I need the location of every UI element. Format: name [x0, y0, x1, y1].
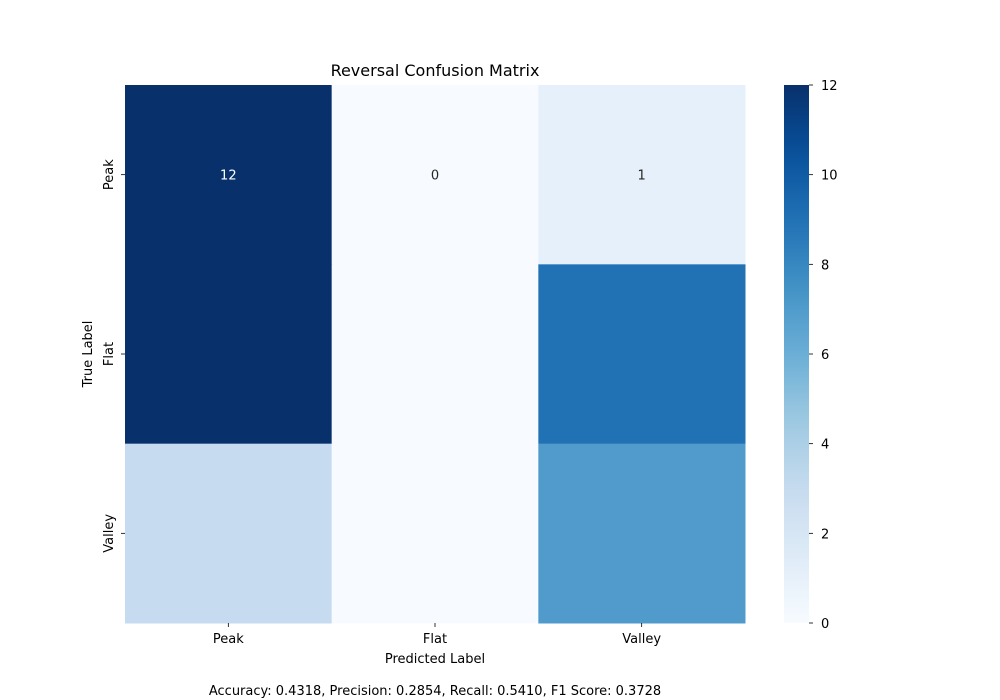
cell-annotations: 12 0 1	[220, 169, 646, 184]
x-axis-ticks: Peak Flat Valley	[213, 623, 661, 647]
heatmap-cell-2-1	[331, 443, 539, 624]
heatmap-cell-0-0	[125, 85, 333, 265]
heatmap-cell-0-2	[538, 85, 746, 265]
colorbar-ticks: 0 2 4 6 8 10 12	[809, 79, 838, 632]
x-tick-label-2: Valley	[622, 632, 661, 647]
colorbar-tick-label-2: 4	[821, 438, 829, 453]
y-axis-label: True Label	[81, 321, 96, 389]
x-axis-label: Predicted Label	[385, 652, 485, 667]
colorbar-tick-label-3: 6	[821, 348, 829, 363]
colorbar-tick-label-5: 10	[821, 169, 838, 184]
colorbar-tick-label-1: 2	[821, 527, 829, 542]
y-tick-label-0: Peak	[102, 159, 117, 190]
colorbar-tick-label-6: 12	[821, 79, 838, 94]
heatmap-cell-0-1	[331, 85, 539, 265]
chart-title: Reversal Confusion Matrix	[331, 61, 540, 80]
colorbar	[784, 85, 809, 623]
cell-annotation-0-0: 12	[220, 169, 237, 184]
colorbar-tick-label-0: 0	[821, 617, 829, 632]
cell-annotation-0-2: 1	[638, 169, 646, 184]
x-tick-label-0: Peak	[213, 632, 244, 647]
heatmap-cell-1-2	[538, 264, 746, 445]
x-tick-label-1: Flat	[423, 632, 447, 647]
cell-annotation-0-1: 0	[431, 169, 439, 184]
heatmap-cell-2-0	[125, 443, 333, 624]
y-tick-label-1: Flat	[102, 342, 117, 366]
heatmap-cell-2-2	[538, 443, 746, 624]
y-axis-ticks: Peak Flat Valley	[102, 159, 125, 553]
heatmap-cells	[125, 85, 746, 624]
colorbar-tick-label-4: 8	[821, 258, 829, 273]
metrics-footer: Accuracy: 0.4318, Precision: 0.2854, Rec…	[209, 684, 661, 699]
heatmap-cell-1-1	[331, 264, 539, 445]
y-tick-label-2: Valley	[102, 514, 117, 553]
heatmap-cell-1-0	[125, 264, 333, 445]
